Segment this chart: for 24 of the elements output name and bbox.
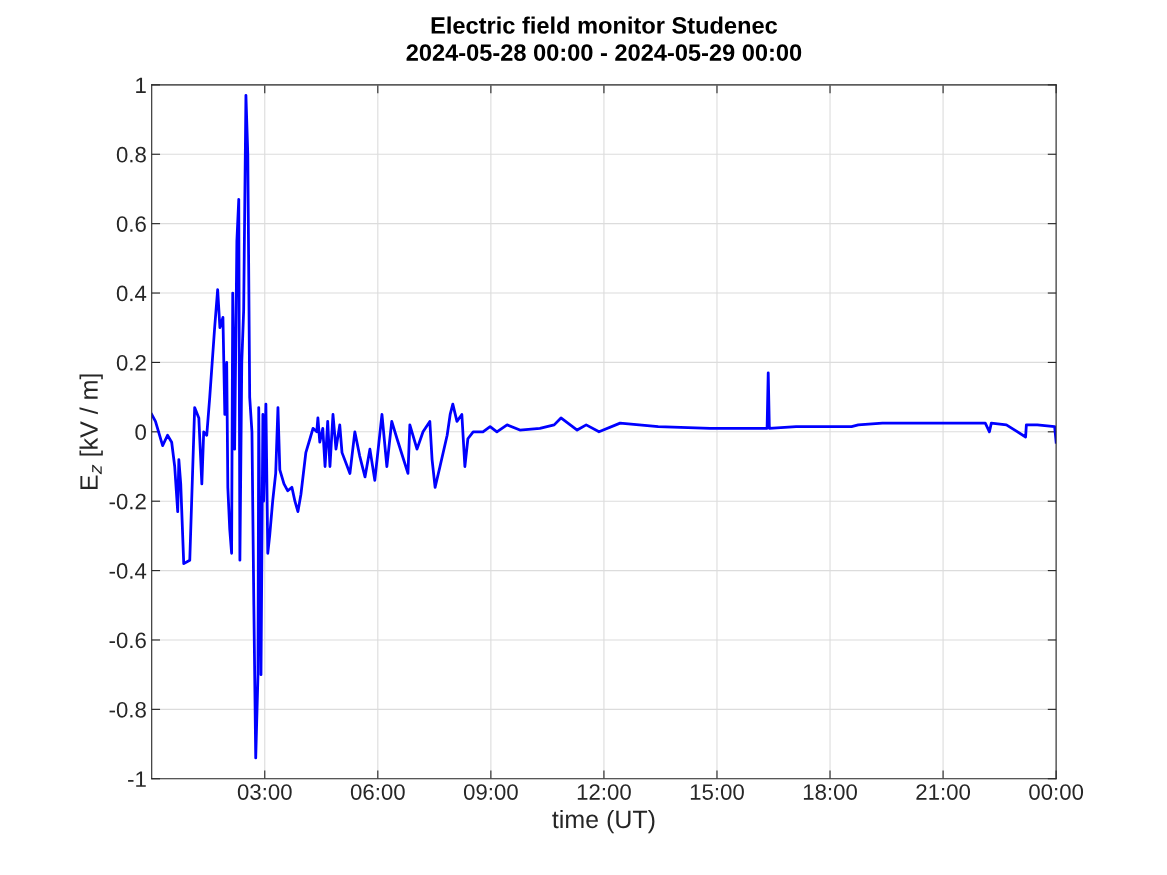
x-tick-label: 18:00 [803, 784, 857, 800]
x-tick-label: 21:00 [916, 784, 971, 800]
x-tick-label: 00:00 [1029, 784, 1084, 800]
y-tick-label: -0.2 [109, 493, 146, 510]
y-tick-label: -0.4 [109, 563, 147, 579]
x-tick-label: 15:00 [690, 784, 744, 800]
y-tick-label: -0.8 [109, 701, 146, 718]
y-tick-label: 0 [135, 424, 146, 441]
y-tick-label: 0.8 [116, 146, 146, 163]
x-axis-title: time (UT) [552, 809, 655, 834]
x-tick-label: 12:00 [577, 784, 631, 800]
line-series [151, 93, 1057, 760]
y-tick-label: 0.6 [116, 216, 146, 232]
x-tick-label: 03:00 [237, 784, 292, 800]
x-tick-label: 06:00 [350, 784, 405, 800]
y-tick-label: 0.4 [116, 285, 147, 302]
y-tick-label: 1 [136, 77, 146, 93]
y-tick-label: 0.2 [116, 354, 146, 371]
y-axis-title: E$_{z}$ [kV / m] [79, 374, 103, 490]
x-tick-label: 09:00 [463, 784, 518, 800]
y-tick-label: -0.6 [109, 632, 146, 649]
chart-title: Electric field monitor Studenec [431, 16, 778, 34]
chart-subtitle: 2024-05-28 00:00 - 2024-05-29 00:00 [406, 44, 802, 61]
y-tick-label: -1 [128, 771, 146, 787]
